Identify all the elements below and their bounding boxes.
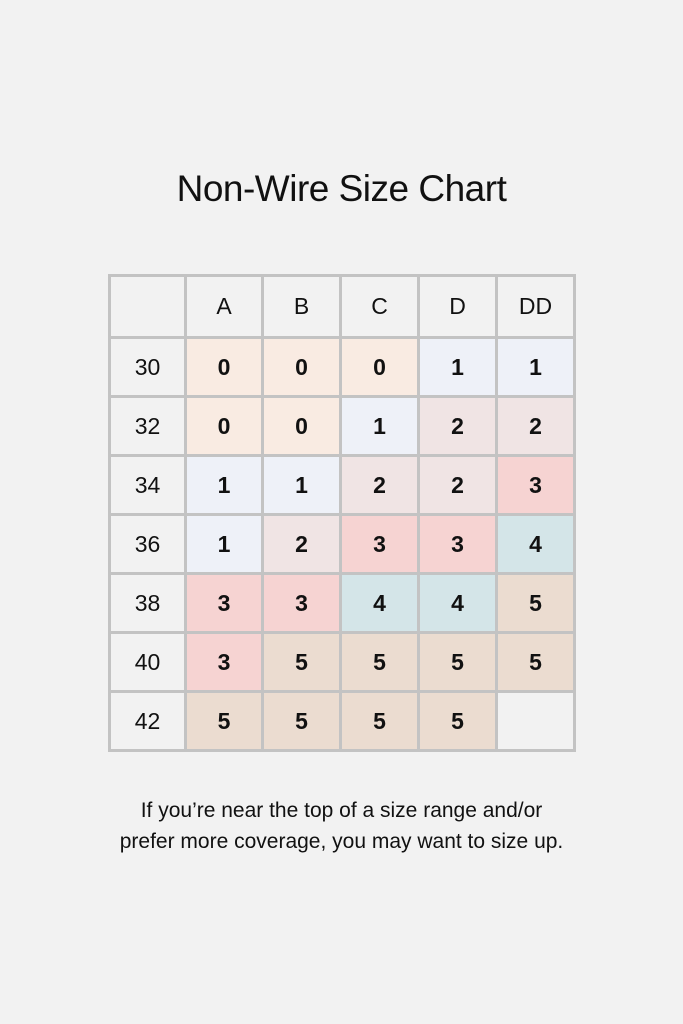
size-cell: 5 — [187, 693, 261, 749]
size-cell: 2 — [420, 457, 495, 513]
row-header-band: 32 — [111, 398, 184, 454]
size-cell: 5 — [420, 693, 495, 749]
size-cell: 2 — [420, 398, 495, 454]
size-cell: 0 — [187, 339, 261, 395]
size-cell: 4 — [342, 575, 417, 631]
size-cell: 1 — [498, 339, 573, 395]
size-cell: 2 — [342, 457, 417, 513]
size-cell: 1 — [187, 457, 261, 513]
row-header-band: 38 — [111, 575, 184, 631]
size-cell: 3 — [342, 516, 417, 572]
row-header-band: 34 — [111, 457, 184, 513]
size-cell: 1 — [264, 457, 339, 513]
size-cell: 0 — [264, 339, 339, 395]
size-cell: 5 — [498, 575, 573, 631]
size-cell: 0 — [264, 398, 339, 454]
column-header — [111, 277, 184, 336]
column-header: DD — [498, 277, 573, 336]
column-header: A — [187, 277, 261, 336]
size-cell: 2 — [498, 398, 573, 454]
sizing-note: If you’re near the top of a size range a… — [0, 795, 683, 857]
row-header-band: 30 — [111, 339, 184, 395]
size-cell: 1 — [342, 398, 417, 454]
size-chart-table: A B C D DD 30 0 0 0 1 1 32 0 0 1 2 2 34 1 1 2 2 3 36 1 2 3 3 4 38 3 3 4 4… — [108, 274, 576, 752]
size-cell: 1 — [187, 516, 261, 572]
size-cell: 5 — [498, 634, 573, 690]
size-cell: 3 — [187, 634, 261, 690]
size-cell: 5 — [264, 693, 339, 749]
size-cell — [498, 693, 573, 749]
size-cell: 4 — [420, 575, 495, 631]
size-cell: 5 — [342, 693, 417, 749]
row-header-band: 40 — [111, 634, 184, 690]
column-header: D — [420, 277, 495, 336]
size-cell: 5 — [342, 634, 417, 690]
size-cell: 5 — [420, 634, 495, 690]
sizing-note-line-2: prefer more coverage, you may want to si… — [119, 830, 564, 853]
size-cell: 3 — [420, 516, 495, 572]
page-title: Non-Wire Size Chart — [176, 168, 507, 209]
size-cell: 3 — [498, 457, 573, 513]
size-cell: 0 — [187, 398, 261, 454]
size-cell: 4 — [498, 516, 573, 572]
column-header: B — [264, 277, 339, 336]
sizing-note-line-1: If you’re near the top of a size range a… — [140, 799, 543, 822]
size-cell: 2 — [264, 516, 339, 572]
row-header-band: 36 — [111, 516, 184, 572]
size-cell: 0 — [342, 339, 417, 395]
column-header: C — [342, 277, 417, 336]
row-header-band: 42 — [111, 693, 184, 749]
size-cell: 1 — [420, 339, 495, 395]
size-cell: 3 — [264, 575, 339, 631]
size-cell: 5 — [264, 634, 339, 690]
size-cell: 3 — [187, 575, 261, 631]
